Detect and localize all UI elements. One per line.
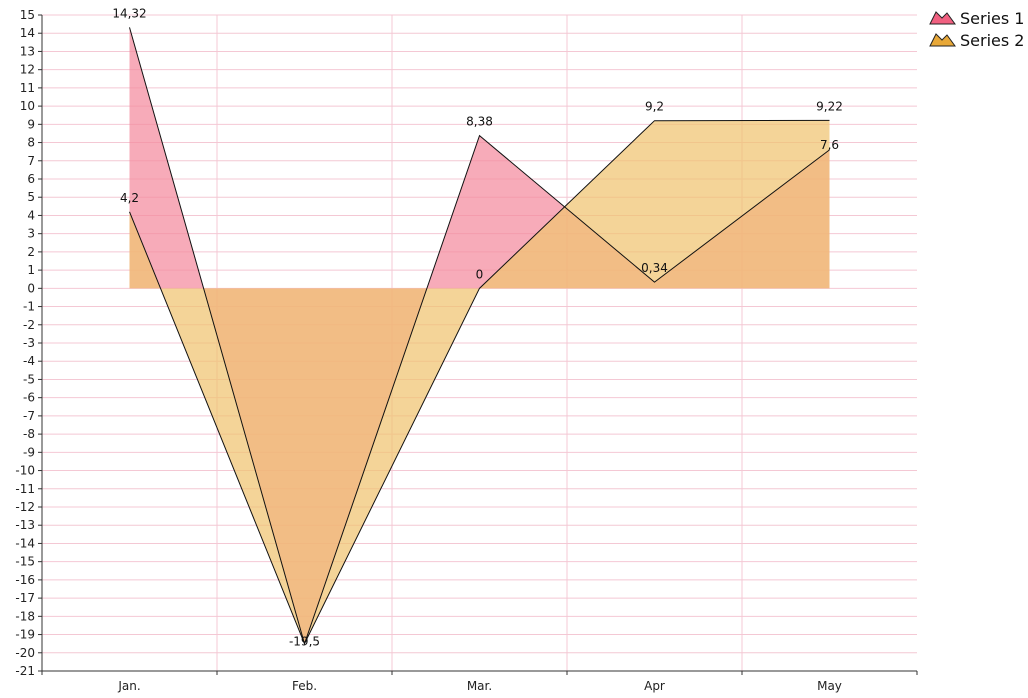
- y-tick-label: 14: [20, 26, 35, 40]
- y-tick-label: -14: [15, 536, 35, 550]
- y-tick-label: -9: [23, 445, 35, 459]
- y-tick-label: 5: [27, 190, 35, 204]
- series-1-line: [129, 27, 830, 646]
- y-tick-label: -11: [15, 482, 35, 496]
- data-label: 9,2: [645, 100, 664, 114]
- grid-lines: [42, 14, 917, 672]
- x-tick-label: May: [817, 679, 842, 693]
- data-label: 14,32: [112, 6, 146, 20]
- data-label: 4,2: [120, 191, 139, 205]
- legend: Series 1 Series 2: [929, 9, 1024, 50]
- y-tick-label: 9: [27, 117, 35, 131]
- y-tick-label: -21: [15, 664, 35, 678]
- series-2-area: [129, 120, 830, 644]
- y-tick-label: -1: [23, 300, 35, 314]
- data-label: 0: [476, 267, 484, 281]
- y-tick-label: -17: [15, 591, 35, 605]
- data-label: -19,5: [289, 635, 320, 649]
- y-tick-label: -5: [23, 372, 35, 386]
- y-tick-label: 0: [27, 281, 35, 295]
- y-tick-label: -6: [23, 391, 35, 405]
- x-tick-label: Jan.: [117, 679, 140, 693]
- y-tick-label: -16: [15, 573, 35, 587]
- axes: 1514131211109876543210-1-2-3-4-5-6-7-8-9…: [15, 8, 918, 693]
- series-2-line: [129, 119, 830, 645]
- y-tick-label: 10: [20, 99, 35, 113]
- legend-area-icon: [929, 33, 956, 47]
- y-tick-label: -12: [15, 500, 35, 514]
- y-tick-label: 3: [27, 227, 35, 241]
- y-tick-label: -19: [15, 628, 35, 642]
- y-tick-label: 7: [27, 154, 35, 168]
- y-tick-label: -20: [15, 646, 35, 660]
- x-tick-label: Feb.: [292, 679, 317, 693]
- x-tick-label: Mar.: [467, 679, 492, 693]
- legend-area-icon: [929, 11, 956, 25]
- y-tick-label: 2: [27, 245, 35, 259]
- y-tick-label: -4: [23, 354, 35, 368]
- y-tick-label: -10: [15, 464, 35, 478]
- y-tick-label: 11: [20, 81, 35, 95]
- legend-item-series-1[interactable]: Series 1: [929, 9, 1024, 28]
- data-label: 8,38: [466, 115, 493, 129]
- legend-label: Series 2: [960, 31, 1024, 50]
- y-tick-label: -2: [23, 318, 35, 332]
- y-tick-label: -3: [23, 336, 35, 350]
- y-tick-label: 6: [27, 172, 35, 186]
- y-tick-label: -7: [23, 409, 35, 423]
- area-series-layer: [129, 27, 830, 646]
- x-tick-label: Apr: [644, 679, 665, 693]
- data-label: 7,6: [820, 138, 839, 152]
- y-tick-label: -18: [15, 609, 35, 623]
- data-labels: 14,32 -19,5 8,38 0,34 7,6 4,2 0 9,2 9,22: [112, 6, 843, 648]
- y-tick-label: 8: [27, 136, 35, 150]
- data-label: 9,22: [816, 99, 843, 113]
- y-tick-label: 13: [20, 44, 35, 58]
- data-label: 0,34: [641, 261, 668, 275]
- y-tick-label: -13: [15, 518, 35, 532]
- y-tick-label: -15: [15, 555, 35, 569]
- y-tick-label: 15: [20, 8, 35, 22]
- y-tick-label: -8: [23, 427, 35, 441]
- legend-item-series-2[interactable]: Series 2: [929, 31, 1024, 50]
- legend-label: Series 1: [960, 9, 1024, 28]
- y-tick-label: 4: [27, 208, 35, 222]
- y-tick-label: 12: [20, 63, 35, 77]
- y-tick-label: 1: [27, 263, 35, 277]
